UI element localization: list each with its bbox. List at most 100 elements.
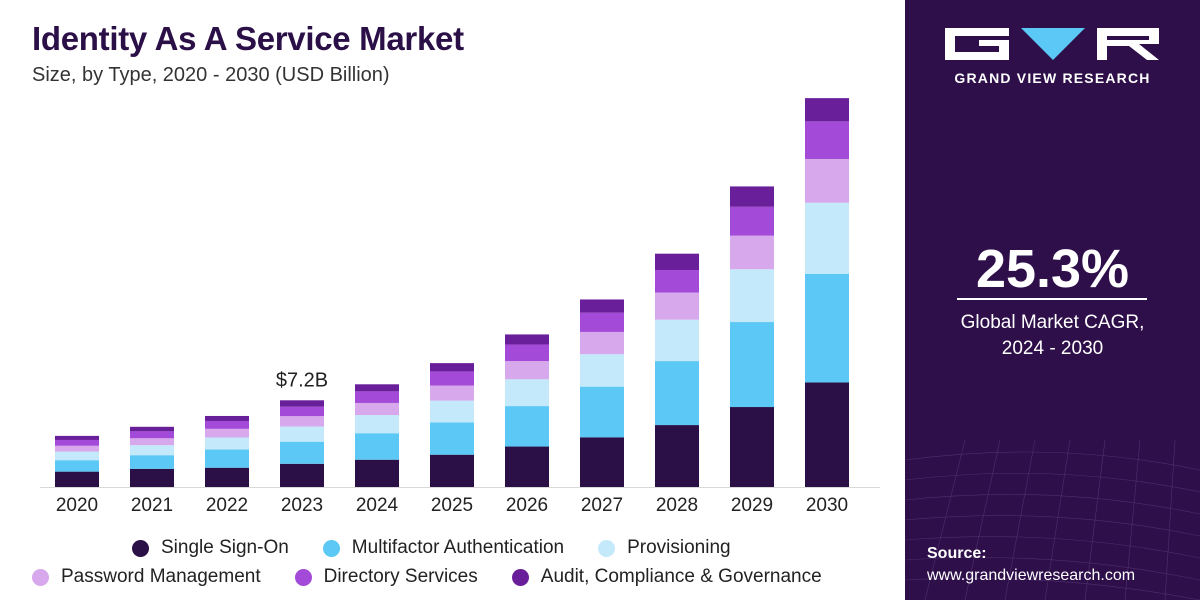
legend-label-directory-services: Directory Services [323, 566, 478, 587]
chart-title: Identity As A Service Market [32, 20, 464, 57]
bar-segment-2023-directory-services [280, 406, 324, 417]
bar-segment-2023-provisioning [280, 426, 324, 442]
bar-segment-2021-directory-services [130, 431, 174, 439]
bar-segment-2026-audit-compliance-governance [505, 334, 549, 345]
legend-label-provisioning: Provisioning [627, 537, 731, 558]
legend-label-multifactor-authentication: Multifactor Authentication [351, 537, 565, 558]
legend-swatch-audit-compliance-governance [511, 568, 529, 586]
bar-segment-2027-audit-compliance-governance [580, 299, 624, 313]
bar-segment-2025-password-management [430, 385, 474, 401]
data-label-2023: $7.2B [276, 369, 328, 391]
bar-segment-2026-provisioning [505, 379, 549, 407]
legend-item-provisioning: Provisioning [598, 537, 731, 559]
bar-segment-2024-directory-services [355, 391, 399, 403]
source-url[interactable]: www.grandviewresearch.com [927, 567, 1136, 584]
legend-swatch-multifactor-authentication [322, 539, 340, 557]
bar-segment-2025-directory-services [430, 371, 474, 386]
x-tick-label-2029: 2029 [731, 495, 773, 516]
bar-segment-2021-single-sign-on [130, 468, 174, 487]
bar-segment-2030-single-sign-on [805, 382, 849, 487]
bar-segment-2028-multifactor-authentication [655, 361, 699, 426]
legend-row-1: Single Sign-On Multifactor Authentication… [132, 537, 765, 559]
x-tick-label-2030: 2030 [806, 495, 848, 516]
cagr-label-line-1: Global Market CAGR, [960, 312, 1145, 333]
x-tick-label-2021: 2021 [131, 495, 173, 516]
bar-segment-2026-directory-services [505, 344, 549, 362]
legend-item-audit-compliance-governance: Audit, Compliance & Governance [511, 566, 822, 588]
bar-segment-2022-multifactor-authentication [205, 449, 249, 468]
legend-swatch-single-sign-on [132, 539, 149, 557]
bar-segment-2029-single-sign-on [730, 407, 774, 487]
source-label: Source: [927, 545, 987, 562]
bar-segment-2020-provisioning [55, 451, 99, 461]
stacked-bar-chart: 2020 2021 2022 2023 $7.2B 2024 2025 2026 2027 202… [40, 98, 880, 516]
legend-label-single-sign-on: Single Sign-On [161, 537, 289, 558]
legend-swatch-directory-services [294, 568, 312, 586]
legend-label-password-management: Password Management [61, 566, 261, 587]
bar-segment-2022-password-management [205, 428, 249, 438]
bar-segment-2025-single-sign-on [430, 454, 474, 487]
x-tick-label-2025: 2025 [431, 495, 473, 516]
bar-segment-2020-password-management [55, 445, 99, 452]
x-tick-label-2020: 2020 [56, 495, 98, 516]
bar-segment-2029-provisioning [730, 269, 774, 323]
bar-segment-2024-audit-compliance-governance [355, 384, 399, 392]
bar-segment-2026-multifactor-authentication [505, 406, 549, 447]
legend-swatch-password-management [32, 568, 49, 586]
legend-item-password-management: Password Management [32, 566, 261, 588]
x-tick-label-2026: 2026 [506, 495, 548, 516]
bar-segment-2024-multifactor-authentication [355, 433, 399, 460]
bar-segment-2024-provisioning [355, 415, 399, 434]
gvr-logo [945, 28, 1159, 60]
bar-segment-2020-audit-compliance-governance [55, 435, 99, 440]
bar-segment-2029-audit-compliance-governance [730, 186, 774, 207]
bar-segment-2022-audit-compliance-governance [205, 415, 249, 421]
bar-segment-2027-multifactor-authentication [580, 386, 624, 438]
bar-segment-2022-provisioning [205, 437, 249, 450]
x-tick-label-2023: 2023 [281, 495, 323, 516]
bar-segment-2030-provisioning [805, 202, 849, 274]
bar-segment-2023-multifactor-authentication [280, 441, 324, 464]
bar-segment-2023-audit-compliance-governance [280, 400, 324, 407]
legend-swatch-provisioning [598, 539, 616, 557]
bar-segment-2027-provisioning [580, 354, 624, 387]
x-tick-label-2027: 2027 [581, 495, 623, 516]
bar-segment-2029-directory-services [730, 206, 774, 236]
bar-segment-2028-single-sign-on [655, 425, 699, 487]
chart-subtitle: Size, by Type, 2020 - 2030 (USD Billion) [32, 64, 390, 86]
bar-segment-2025-audit-compliance-governance [430, 363, 474, 372]
bar-segment-2028-audit-compliance-governance [655, 253, 699, 270]
bar-segment-2027-password-management [580, 331, 624, 355]
bar-segment-2023-password-management [280, 416, 324, 427]
bar-segment-2024-password-management [355, 402, 399, 416]
bar-segment-2028-directory-services [655, 269, 699, 293]
bar-segment-2021-multifactor-authentication [130, 455, 174, 469]
bar-segment-2025-multifactor-authentication [430, 422, 474, 455]
bar-segment-2021-provisioning [130, 445, 174, 456]
bar-segment-2025-provisioning [430, 400, 474, 423]
bar-segment-2021-password-management [130, 438, 174, 446]
bar-segment-2029-multifactor-authentication [730, 322, 774, 408]
bar-segment-2023-single-sign-on [280, 463, 324, 487]
cagr-label-line-2: 2024 - 2030 [1001, 338, 1104, 359]
legend-item-multifactor-authentication: Multifactor Authentication [322, 537, 565, 559]
bar-segment-2022-directory-services [205, 420, 249, 429]
bar-segment-2026-password-management [505, 361, 549, 380]
x-tick-label-2028: 2028 [656, 495, 698, 516]
x-tick-label-2024: 2024 [356, 495, 399, 516]
legend-row-2: Password Management Directory Services Aud… [32, 566, 856, 588]
bar-segment-2028-password-management [655, 292, 699, 320]
bar-segment-2022-single-sign-on [205, 467, 249, 487]
grid-decoration [905, 439, 1200, 600]
bar-segment-2020-directory-services [55, 439, 99, 446]
bar-segment-2026-single-sign-on [505, 446, 549, 487]
side-panel: GRAND VIEW RESEARCH 25.3% Global Market … [905, 0, 1200, 600]
bar-segment-2021-audit-compliance-governance [130, 426, 174, 432]
legend-label-audit-compliance-governance: Audit, Compliance & Governance [540, 566, 822, 587]
bar-segment-2030-audit-compliance-governance [805, 98, 849, 122]
bar-segment-2027-single-sign-on [580, 437, 624, 487]
bar-segment-2027-directory-services [580, 312, 624, 332]
cagr-label: Global Market CAGR, 2024 - 2030 [905, 310, 1200, 362]
legend-item-single-sign-on: Single Sign-On [132, 537, 289, 559]
x-tick-label-2022: 2022 [206, 495, 248, 516]
